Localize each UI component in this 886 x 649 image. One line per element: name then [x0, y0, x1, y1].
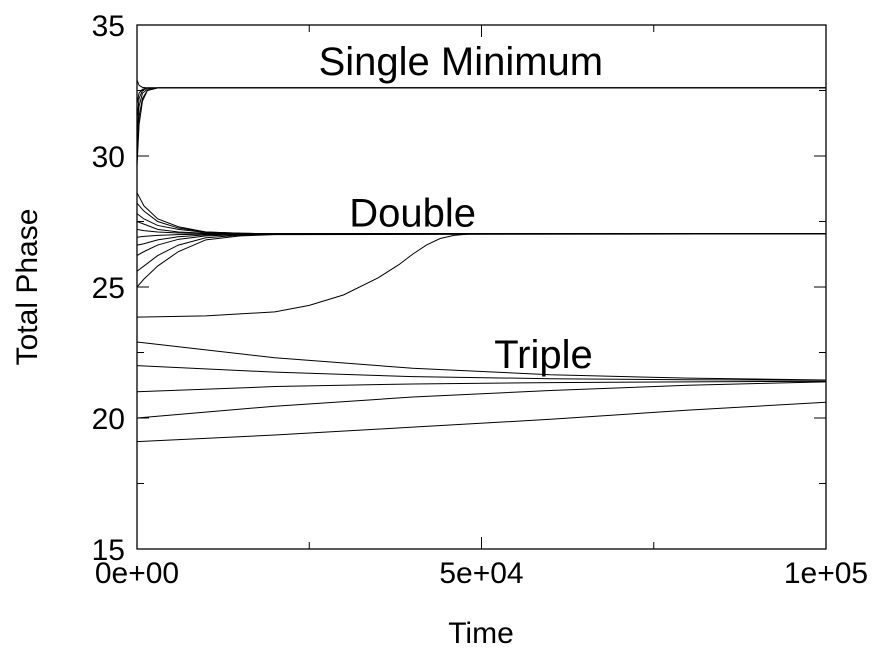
series-line-6: [136, 79, 826, 89]
y-tick-label: 25: [92, 272, 125, 305]
series-line-5: [136, 87, 826, 104]
series-line-7: [136, 192, 826, 235]
tick-labels: 0e+00 5e+04 1e+05 15 20 25 30 35: [92, 10, 869, 590]
series-line-15: [136, 233, 827, 272]
series-line-21: [136, 381, 827, 419]
series-line-16: [136, 233, 827, 288]
series-lines: [136, 79, 827, 443]
series-line-22: [136, 401, 827, 443]
series-line-19: [136, 365, 827, 381]
series-line-17: [136, 233, 826, 318]
x-axis-title: Time: [448, 617, 514, 649]
y-tick-label: 35: [92, 10, 125, 43]
series-line-8: [136, 202, 826, 235]
y-axis-title: Total Phase: [11, 209, 44, 366]
x-tick-label: 5e+04: [439, 557, 523, 590]
series-line-2: [136, 87, 826, 151]
series-line-20: [136, 380, 827, 393]
series-line-10: [136, 221, 826, 235]
annotations: Single Minimum Double Triple: [319, 40, 604, 377]
annotation-label: Triple: [494, 333, 593, 377]
series-line-9: [136, 213, 826, 235]
x-tick-label: 0e+00: [95, 557, 179, 590]
series-line-14: [136, 233, 827, 256]
x-tick-label: 1e+05: [784, 557, 868, 590]
y-tick-label: 20: [92, 403, 125, 436]
annotation-label: Single Minimum: [319, 40, 604, 84]
annotation-label: Double: [349, 192, 476, 236]
series-line-3: [136, 87, 826, 136]
plot-frame: [136, 24, 827, 550]
series-line-4: [136, 87, 826, 120]
series-line-18: [136, 341, 827, 381]
series-line-1: [136, 87, 826, 167]
y-tick-label: 30: [92, 141, 125, 174]
y-tick-label: 15: [92, 534, 125, 567]
ticks: [136, 24, 827, 550]
